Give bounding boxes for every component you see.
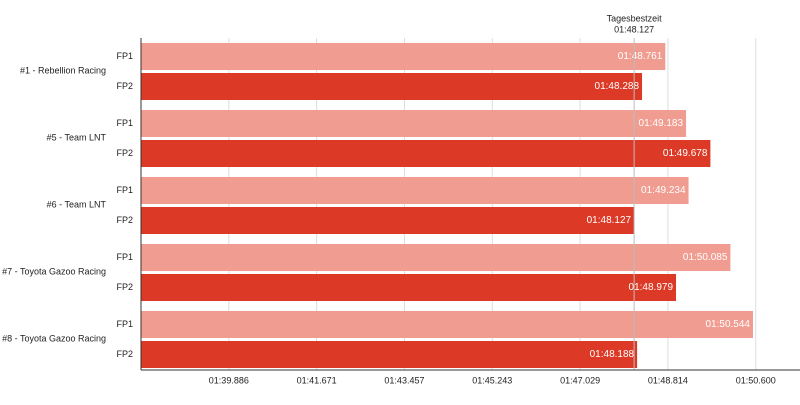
bar (141, 140, 711, 167)
value-label: 01:48.979 (629, 282, 674, 293)
annotation-title: Tagesbestzeit (607, 13, 663, 23)
x-tick-label: 01:43.457 (384, 375, 424, 385)
x-tick-label: 01:47.029 (560, 375, 600, 385)
bar (141, 43, 666, 70)
value-label: 01:48.761 (618, 51, 663, 62)
series-label: FP2 (116, 81, 133, 91)
series-label: FP1 (116, 118, 133, 128)
bar (141, 244, 731, 271)
x-tick-label: 01:45.243 (472, 375, 512, 385)
bar (141, 177, 689, 204)
x-tick-label: 01:48.814 (648, 375, 688, 385)
series-label: FP1 (116, 319, 133, 329)
bar (141, 311, 753, 338)
series-label: FP1 (116, 185, 133, 195)
category-label: #1 - Rebellion Racing (20, 65, 106, 75)
category-label: #6 - Team LNT (47, 199, 107, 209)
value-label: 01:50.085 (683, 252, 728, 263)
category-label: #5 - Team LNT (47, 132, 107, 142)
series-label: FP1 (116, 51, 133, 61)
value-label: 01:49.678 (663, 148, 708, 159)
value-label: 01:48.127 (587, 215, 632, 226)
series-label: FP2 (116, 215, 133, 225)
bar (141, 207, 635, 234)
value-label: 01:48.188 (590, 349, 635, 360)
value-label: 01:48.288 (595, 81, 640, 92)
series-label: FP1 (116, 252, 133, 262)
x-tick-label: 01:39.886 (209, 375, 249, 385)
series-label: FP2 (116, 282, 133, 292)
category-label: #8 - Toyota Gazoo Racing (2, 333, 106, 343)
value-label: 01:49.234 (641, 185, 686, 196)
annotation-value: 01:48.127 (614, 24, 654, 34)
x-tick-label: 01:50.600 (736, 375, 776, 385)
value-label: 01:50.544 (705, 319, 750, 330)
bar (141, 110, 687, 137)
bar (141, 341, 638, 368)
bar (141, 73, 643, 100)
series-label: FP2 (116, 349, 133, 359)
category-label: #7 - Toyota Gazoo Racing (2, 266, 106, 276)
series-label: FP2 (116, 148, 133, 158)
bar (141, 274, 677, 301)
value-label: 01:49.183 (639, 118, 684, 129)
x-tick-label: 01:41.671 (297, 375, 337, 385)
